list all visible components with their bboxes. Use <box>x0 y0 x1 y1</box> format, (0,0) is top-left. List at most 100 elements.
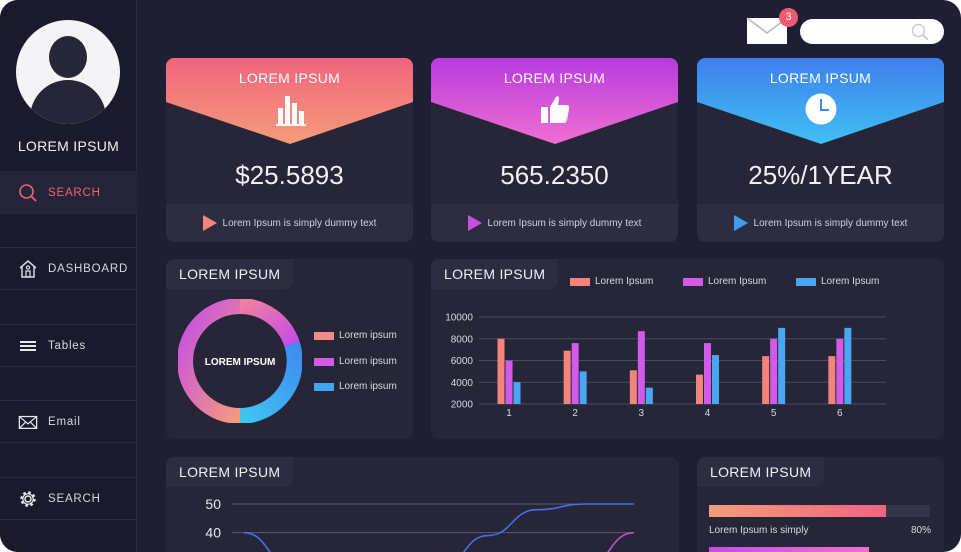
play-icon <box>467 215 482 231</box>
stat-card-revenue: LOREM IPSUM $25.5893 Lorem Ipsum is simp… <box>166 58 413 242</box>
bar <box>778 327 786 404</box>
bar <box>513 382 521 404</box>
sidebar-item-label: DASHBOARD <box>48 262 129 275</box>
bar <box>579 371 587 404</box>
clock-icon <box>805 93 837 125</box>
stat-card-footer[interactable]: Lorem Ipsum is simply dummy text <box>166 204 413 242</box>
panel-title: LOREM IPSUM <box>431 259 559 289</box>
bar <box>563 350 571 404</box>
sidebar-item-label: SEARCH <box>48 186 101 199</box>
panel-title: LOREM IPSUM <box>166 259 294 289</box>
sidebar-item-email[interactable]: Email <box>0 400 137 443</box>
stat-card-footer[interactable]: Lorem Ipsum is simply dummy text <box>697 204 944 242</box>
legend-label: Lorem Ipsum <box>595 276 654 287</box>
x-tick-label: 3 <box>639 408 645 419</box>
bar <box>629 370 637 404</box>
legend-label: Lorem ipsum <box>339 330 397 341</box>
bar <box>645 387 653 404</box>
x-tick-label: 4 <box>705 408 711 419</box>
sidebar: LOREM IPSUM SEARCH DASHBOARD Tables Emai… <box>0 0 137 552</box>
sidebar-item-dashboard[interactable]: DASHBOARD <box>0 247 137 290</box>
user-name: LOREM IPSUM <box>17 138 120 154</box>
stat-card-value: 565.2350 <box>500 160 609 190</box>
x-tick-label: 6 <box>837 408 843 419</box>
legend-label: Lorem ipsum <box>339 356 397 367</box>
bar-legend-item: Lorem Ipsum <box>570 276 653 287</box>
bar <box>762 356 770 404</box>
y-tick-label: 2000 <box>451 400 474 411</box>
sidebar-item-label: SEARCH <box>48 492 101 505</box>
y-tick-label: 6000 <box>451 356 474 367</box>
search-input[interactable] <box>800 19 944 44</box>
bar <box>571 343 579 404</box>
bar-legend-item: Lorem Ipsum <box>796 276 879 287</box>
bar <box>505 360 513 404</box>
stat-card-footer-text: Lorem Ipsum is simply dummy text <box>487 217 642 229</box>
play-icon <box>733 215 748 231</box>
bar <box>828 356 836 404</box>
bar <box>637 331 645 404</box>
donut-panel: LOREM IPSUM LOREM IPSUM Lorem ipsum Lore… <box>166 259 413 439</box>
home-icon <box>19 259 37 278</box>
legend-label: Lorem Ipsum <box>708 276 767 287</box>
sidebar-item-label: Email <box>48 415 81 428</box>
progress-percent: 80% <box>911 525 932 536</box>
donut-segment <box>178 299 241 423</box>
stat-card-value: 25%/1YEAR <box>748 160 893 190</box>
y-tick-label: 8000 <box>451 334 474 345</box>
line-chart-panel: LOREM IPSUM 304050 <box>166 457 679 552</box>
bar <box>712 355 719 404</box>
y-tick-label: 40 <box>205 525 221 541</box>
avatar-head <box>49 36 87 78</box>
panel-title: LOREM IPSUM <box>166 457 294 487</box>
bar-legend-item: Lorem Ipsum <box>683 276 766 287</box>
legend-swatch <box>314 382 334 391</box>
avatar[interactable] <box>16 20 120 124</box>
stat-card-rate: LOREM IPSUM 25%/1YEAR Lorem Ipsum is sim… <box>697 58 944 242</box>
progress-label: Lorem Ipsum is simply <box>709 525 809 536</box>
thumbs-up-icon <box>541 96 570 123</box>
donut-legend-item: Lorem ipsum <box>314 381 397 392</box>
panel-title: LOREM IPSUM <box>697 457 825 487</box>
donut-segment <box>239 341 302 423</box>
legend-label: Lorem ipsum <box>339 381 397 392</box>
sidebar-item-tables[interactable]: Tables <box>0 324 137 367</box>
gear-icon <box>20 490 36 507</box>
stat-card-footer[interactable]: Lorem Ipsum is simply dummy text <box>431 204 678 242</box>
legend-swatch <box>314 357 334 366</box>
menu-icon <box>20 340 36 351</box>
bar-chart: 2000 4000 6000 8000 10000 1 2 3 4 5 6 <box>445 313 886 419</box>
progress-fill <box>709 505 886 517</box>
x-tick-label: 2 <box>572 408 578 419</box>
play-icon <box>202 215 217 231</box>
bar <box>836 338 844 404</box>
legend-swatch <box>796 277 816 286</box>
bar-chart-icon <box>276 96 306 126</box>
bar <box>844 327 852 404</box>
stat-card-footer-text: Lorem Ipsum is simply dummy text <box>222 217 377 229</box>
donut-segment <box>239 299 300 347</box>
series-line <box>437 531 635 552</box>
stat-card-likes: LOREM IPSUM 565.2350 Lorem Ipsum is simp… <box>431 58 678 242</box>
stat-card-value: $25.5893 <box>235 160 344 190</box>
donut-center-label: LOREM IPSUM <box>205 357 276 368</box>
line-chart: 304050 <box>205 496 635 552</box>
search-icon[interactable] <box>910 22 930 42</box>
legend-swatch <box>570 277 590 286</box>
x-tick-label: 5 <box>771 408 777 419</box>
x-tick-label: 1 <box>506 408 512 419</box>
sidebar-item-settings-search[interactable]: SEARCH <box>0 477 137 520</box>
donut-legend-item: Lorem ipsum <box>314 330 397 341</box>
stat-card-title: LOREM IPSUM <box>503 70 606 86</box>
donut-chart: LOREM IPSUM <box>178 299 302 423</box>
y-tick-label: 4000 <box>451 378 474 389</box>
search-icon <box>19 183 37 202</box>
sidebar-item-search[interactable]: SEARCH <box>0 171 137 214</box>
progress-panel: LOREM IPSUM Lorem Ipsum is simply 80% <box>697 457 944 552</box>
legend-label: Lorem Ipsum <box>821 276 880 287</box>
bar <box>696 374 703 404</box>
stat-card-title: LOREM IPSUM <box>238 70 341 86</box>
bar-chart-panel: LOREM IPSUM Lorem Ipsum Lorem Ipsum Lore… <box>431 259 944 439</box>
mail-icon <box>18 415 38 429</box>
